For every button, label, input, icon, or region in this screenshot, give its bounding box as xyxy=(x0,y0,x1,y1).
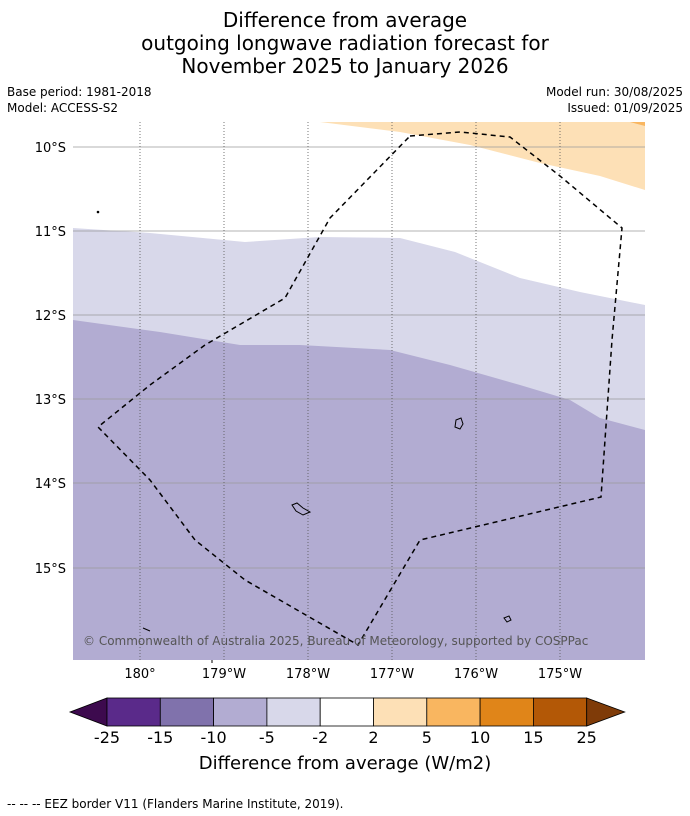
colorbar-segment xyxy=(426,697,481,727)
colorbar-segment xyxy=(533,697,588,727)
issued-date: Issued: 01/09/2025 xyxy=(567,101,683,115)
lon-label: 176°W xyxy=(454,667,498,682)
colorbar xyxy=(68,697,626,727)
title-line-3: November 2025 to January 2026 xyxy=(181,54,509,78)
band-minus10-minus5 xyxy=(73,320,645,660)
band-5-10-corner xyxy=(630,122,645,126)
island-east xyxy=(454,417,464,430)
colorbar-segment xyxy=(159,697,215,727)
colorbar-tick-label: 25 xyxy=(576,728,597,747)
island-dot xyxy=(96,210,100,214)
colorbar-title: Difference from average (W/m2) xyxy=(198,753,492,774)
lon-labels: 180° 179°W 178°W 177°W 176°W 175°W xyxy=(124,667,582,682)
lon-label: 177°W xyxy=(370,667,414,682)
band-2-5 xyxy=(320,122,645,190)
islands xyxy=(96,210,512,632)
island-west-reef xyxy=(142,627,151,632)
colorbar-tick-label: 5 xyxy=(421,728,432,747)
lon-label: 175°W xyxy=(538,667,582,682)
colorbar-tick-label: -10 xyxy=(200,728,227,747)
colorbar-segment xyxy=(479,697,534,727)
lat-label: 10°S xyxy=(35,141,66,156)
colorbar-segment xyxy=(373,697,428,727)
colorbar-tick-label: 15 xyxy=(523,728,544,747)
lat-label: 12°S xyxy=(35,309,66,324)
lat-label: 13°S xyxy=(35,393,66,408)
colorbar-tick-label: -15 xyxy=(147,728,174,747)
colorbar-tick-label: 10 xyxy=(469,728,491,747)
island-south xyxy=(503,615,512,623)
colorbar-segment xyxy=(106,697,161,727)
colorbar-tick-label: -5 xyxy=(258,728,275,747)
lon-label: 178°W xyxy=(286,667,330,682)
title-line-2: outgoing longwave radiation forecast for xyxy=(141,31,549,55)
base-period: Base period: 1981-2018 xyxy=(7,85,152,99)
model-name: Model: ACCESS-S2 xyxy=(7,101,119,115)
lat-gridlines xyxy=(73,146,645,569)
colorbar-tick-label: -25 xyxy=(93,728,121,747)
lat-label: 15°S xyxy=(35,562,66,577)
lat-label: 11°S xyxy=(35,225,66,240)
eez-border xyxy=(96,131,623,647)
colorbar-segment xyxy=(266,697,321,727)
eez-footnote: -- -- -- EEZ border V11 (Flanders Marine… xyxy=(7,797,344,811)
colorbar-segment xyxy=(213,697,268,727)
title-line-1: Difference from average xyxy=(222,8,468,32)
island-central xyxy=(291,502,312,516)
colorbar-tick-label: 2 xyxy=(368,728,379,747)
colorbar-extend-low xyxy=(68,697,108,727)
colorbar-extend-high xyxy=(586,697,626,727)
lon-label: 179°W xyxy=(202,667,246,682)
lon-label: 180° xyxy=(124,667,155,682)
model-run: Model run: 30/08/2025 xyxy=(545,85,683,99)
lat-labels: 10°S 11°S 12°S 13°S 14°S 15°S xyxy=(35,141,66,577)
lat-label: 14°S xyxy=(35,477,66,492)
copyright-notice: © Commonwealth of Australia 2025, Bureau… xyxy=(83,634,588,648)
colorbar-tick-label: -2 xyxy=(312,728,329,747)
colorbar-segment xyxy=(319,697,374,727)
map-fill-layer xyxy=(73,122,645,660)
